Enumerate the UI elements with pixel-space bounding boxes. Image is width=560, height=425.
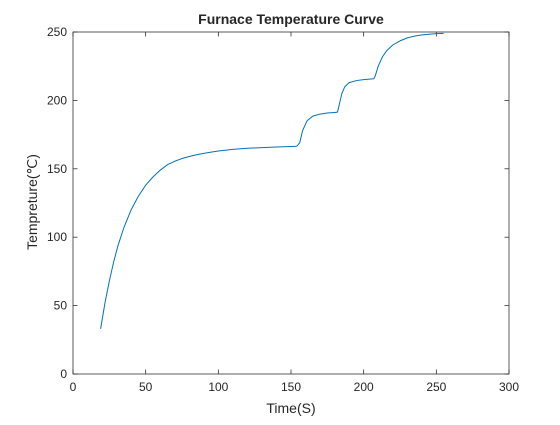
series-line bbox=[100, 32, 444, 329]
y-axis-label: Tempreture(℃) bbox=[24, 154, 40, 250]
y-tick-label: 250 bbox=[47, 25, 67, 39]
y-tick-label: 100 bbox=[47, 230, 67, 244]
x-tick-label: 50 bbox=[139, 380, 153, 394]
x-tick-label: 300 bbox=[499, 380, 519, 394]
x-tick-label: 200 bbox=[354, 380, 374, 394]
chart-title: Furnace Temperature Curve bbox=[198, 11, 384, 27]
x-tick-label: 100 bbox=[208, 380, 228, 394]
y-tick-label: 150 bbox=[47, 162, 67, 176]
y-tick-label: 50 bbox=[54, 299, 68, 313]
x-tick-label: 250 bbox=[426, 380, 446, 394]
y-tick-label: 200 bbox=[47, 93, 67, 107]
axis-ticks: 0 50 100 150 200 250 300 0 50 100 150 200 250 bbox=[47, 25, 519, 394]
axes-box bbox=[72, 31, 510, 375]
x-tick-label: 150 bbox=[281, 380, 301, 394]
x-tick-label: 0 bbox=[70, 380, 77, 394]
plot-area bbox=[73, 32, 509, 374]
y-tick-label: 0 bbox=[60, 367, 67, 381]
x-axis-label: Time(S) bbox=[266, 400, 315, 416]
